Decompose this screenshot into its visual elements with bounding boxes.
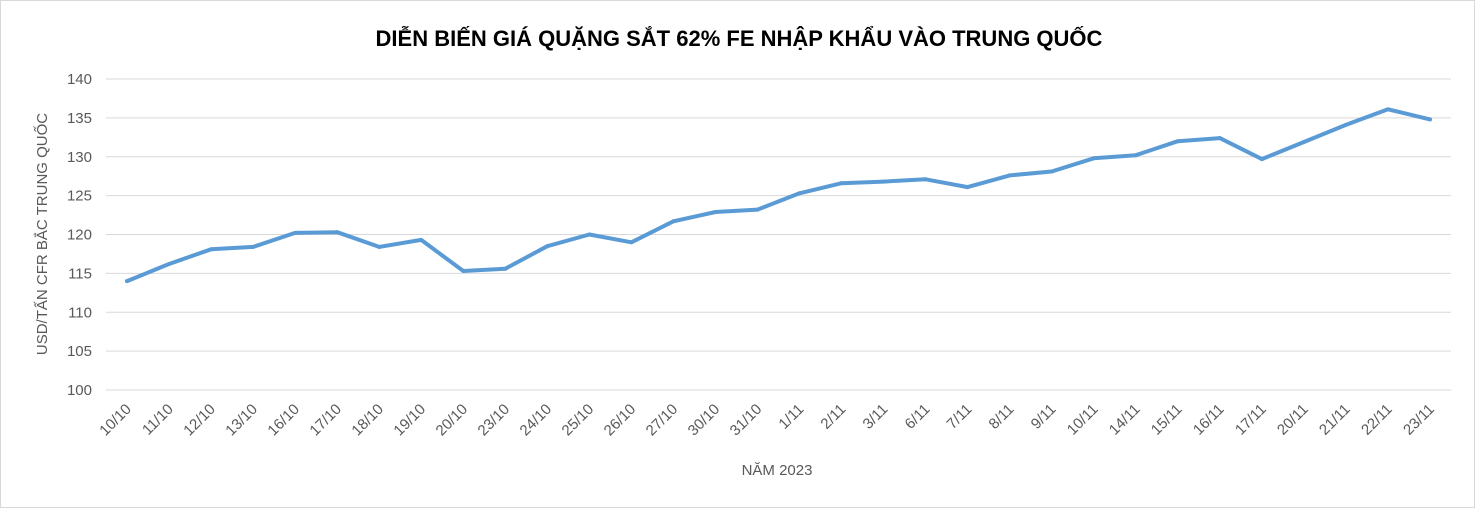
y-tick-label: 120 (67, 227, 92, 244)
chart-title: DIỄN BIẾN GIÁ QUẶNG SẮT 62% FE NHẬP KHẨU… (376, 25, 1103, 51)
data-point (881, 179, 886, 184)
x-tick-label: 10/10 (96, 401, 135, 440)
x-tick-label: 26/10 (601, 401, 640, 440)
x-tick-label: 10/11 (1064, 401, 1102, 439)
data-point (1091, 156, 1096, 161)
x-tick-label: 2/11 (817, 401, 849, 433)
x-tick-label: 8/11 (986, 401, 1018, 433)
x-tick-label: 17/10 (306, 401, 345, 440)
data-point (839, 181, 844, 186)
x-tick-label: 12/10 (180, 401, 219, 440)
x-tick-label: 7/11 (944, 401, 976, 433)
data-point (377, 244, 382, 249)
data-point (335, 230, 340, 235)
data-point (251, 244, 256, 249)
data-point (167, 262, 172, 267)
data-point (1133, 153, 1138, 158)
y-tick-label: 130 (67, 149, 92, 166)
data-point (1343, 122, 1348, 127)
data-point (461, 269, 466, 274)
y-tick-label: 125 (67, 188, 92, 205)
data-point (1007, 173, 1012, 178)
y-tick-label: 140 (67, 71, 92, 88)
x-tick-label: 16/11 (1190, 401, 1228, 439)
data-point (713, 209, 718, 214)
x-tick-label: 30/10 (685, 401, 724, 440)
data-point (545, 244, 550, 249)
x-tick-label: 9/11 (1028, 401, 1060, 433)
data-point (965, 185, 970, 190)
x-tick-label: 17/11 (1232, 401, 1270, 439)
data-point (1427, 117, 1432, 122)
data-point (503, 266, 508, 271)
data-point (1217, 136, 1222, 141)
data-point (671, 219, 676, 224)
y-tick-label: 100 (67, 382, 92, 399)
x-tick-label: 1/11 (775, 401, 807, 433)
y-axis-title: USD/TẤN CFR BẮC TRUNG QUỐC (33, 113, 51, 355)
y-tick-label: 135 (67, 110, 92, 127)
x-tick-label: 25/10 (559, 401, 598, 440)
x-tick-label: 21/11 (1316, 401, 1354, 439)
x-tick-labels: 10/10 11/10 12/10 13/10 16/10 17/10 18/10 19/10… (96, 401, 1438, 440)
x-tick-label: 31/10 (727, 401, 766, 440)
series-line (125, 107, 1432, 284)
x-tick-label: 20/11 (1274, 401, 1312, 439)
x-tick-label: 20/10 (433, 401, 472, 440)
data-point (125, 279, 130, 284)
gridlines (106, 78, 1451, 391)
x-tick-label: 13/10 (222, 401, 261, 440)
x-tick-label: 23/11 (1400, 401, 1438, 439)
data-point (209, 247, 214, 252)
x-tick-label: 6/11 (902, 401, 934, 433)
data-point (755, 207, 760, 212)
data-point (1175, 139, 1180, 144)
data-point (1259, 157, 1264, 162)
data-point (1049, 169, 1054, 174)
x-tick-label: 22/11 (1358, 401, 1396, 439)
x-tick-label: 11/10 (139, 401, 177, 439)
x-tick-label: 3/11 (860, 401, 892, 433)
data-point (587, 232, 592, 237)
x-tick-label: 16/10 (264, 401, 303, 440)
x-tick-label: 27/10 (643, 401, 682, 440)
x-tick-label: 24/10 (517, 401, 556, 440)
series-layer (125, 107, 1432, 284)
y-tick-label: 110 (68, 304, 92, 321)
data-point (797, 191, 802, 196)
x-tick-label: 15/11 (1148, 401, 1186, 439)
y-tick-label: 105 (67, 343, 92, 360)
data-point (1301, 139, 1306, 144)
data-point (293, 230, 298, 235)
x-tick-label: 14/11 (1106, 401, 1144, 439)
y-tick-labels: 100 105 110 115 120 125 130 135 140 (67, 71, 92, 399)
x-tick-label: 18/10 (348, 401, 387, 440)
x-axis-title: NĂM 2023 (742, 462, 813, 479)
data-point (419, 237, 424, 242)
data-point (629, 240, 634, 245)
data-point (1385, 107, 1390, 112)
y-tick-label: 115 (68, 265, 92, 282)
data-point (923, 177, 928, 182)
x-tick-label: 23/10 (475, 401, 514, 440)
x-tick-label: 19/10 (390, 401, 429, 440)
